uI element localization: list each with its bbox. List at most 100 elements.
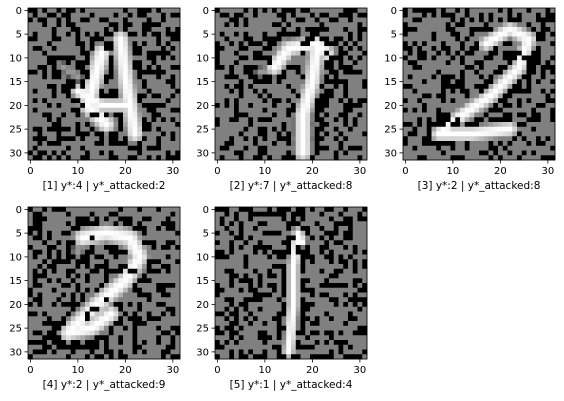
pixel-run [57, 245, 67, 250]
pixel-run [329, 312, 348, 317]
pixel-run [118, 136, 123, 141]
pixel-run [90, 269, 100, 274]
pixel-run [137, 79, 142, 84]
pixel-run [71, 221, 76, 226]
x-tick-label: 10 [72, 166, 85, 177]
pixel-run [272, 51, 277, 56]
pixel-run [215, 212, 225, 217]
y-tick-label: 20 [196, 300, 209, 311]
pixel-run [147, 41, 157, 46]
pixel-run [498, 41, 503, 46]
pixel-run [71, 293, 76, 298]
pixel-run [239, 288, 244, 293]
pixel-run [324, 127, 334, 132]
pixel-run [527, 51, 532, 56]
pixel-run [310, 207, 315, 212]
pixel-run [305, 94, 310, 99]
pixel-run [175, 307, 180, 312]
pixel-run [286, 293, 291, 298]
pixel-run [142, 132, 161, 137]
pixel-run [277, 8, 282, 13]
pixel-run [413, 46, 418, 51]
pixel-run [253, 141, 258, 146]
pixel-run [282, 274, 287, 279]
pixel-run [244, 94, 259, 99]
pixel-run [343, 122, 348, 127]
pixel-run [171, 37, 181, 42]
pixel-run [128, 79, 133, 84]
pixel-run [310, 51, 315, 56]
pixel-run [152, 32, 162, 37]
pixel-run [161, 32, 166, 37]
pixel-run [362, 250, 367, 255]
pixel-run [61, 132, 76, 137]
pixel-run [57, 240, 62, 245]
pixel-run [152, 312, 162, 317]
pixel-run [42, 46, 52, 51]
pixel-run [508, 70, 513, 75]
pixel-run [301, 297, 306, 302]
pixel-run [225, 288, 240, 293]
pixel-run [527, 60, 542, 65]
pixel-run [229, 231, 234, 236]
pixel-run [441, 108, 456, 113]
pixel-run [47, 264, 57, 269]
pixel-run [42, 250, 47, 255]
pixel-run [310, 231, 325, 236]
pixel-run [85, 94, 90, 99]
pixel-run [28, 60, 47, 65]
pixel-run [166, 13, 171, 18]
pixel-run [436, 132, 474, 137]
pixel-run [215, 321, 230, 326]
pixel-run [161, 354, 166, 359]
pixel-run [334, 84, 339, 89]
pixel-run [166, 79, 176, 84]
pixel-run [220, 155, 225, 160]
pixel-run [123, 321, 133, 326]
pixel-run [305, 18, 315, 23]
pixel-run [474, 132, 479, 137]
pixel-run [315, 98, 330, 103]
pixel-run [310, 75, 315, 80]
pixel-run [263, 283, 268, 288]
pixel-run [286, 18, 296, 23]
pixel-run [90, 212, 95, 217]
pixel-run [291, 240, 296, 245]
pixel-run [522, 98, 527, 103]
pixel-run [334, 302, 339, 307]
pixel-run [152, 60, 157, 65]
pixel-run [362, 302, 367, 307]
pixel-run [80, 264, 85, 269]
pixel-run [320, 221, 335, 226]
pixel-run [47, 236, 52, 241]
pixel-run [104, 113, 109, 118]
pixel-run [76, 22, 110, 27]
pixel-run [474, 103, 479, 108]
pixel-run [362, 155, 367, 160]
pixel-run [28, 217, 33, 222]
pixel-run [408, 60, 418, 65]
pixel-run [166, 226, 176, 231]
pixel-run [133, 340, 138, 345]
pixel-run [90, 60, 95, 65]
pixel-run [220, 8, 244, 13]
pixel-run [432, 56, 437, 61]
pixel-run [248, 22, 272, 27]
pixel-run [28, 51, 43, 56]
pixel-run [28, 240, 43, 245]
pixel-run [329, 217, 334, 222]
pixel-run [76, 103, 81, 108]
pixel-run [52, 207, 67, 212]
pixel-run [225, 212, 230, 217]
pixel-run [71, 212, 90, 217]
pixel-run [353, 117, 358, 122]
pixel-run [99, 117, 104, 122]
pixel-run [296, 293, 301, 298]
pixel-run [28, 283, 33, 288]
pixel-run [310, 41, 315, 46]
pixel-run [133, 255, 138, 260]
pixel-run [258, 283, 263, 288]
pixel-run [33, 18, 38, 23]
pixel-run [493, 13, 508, 18]
pixel-run [137, 340, 142, 345]
